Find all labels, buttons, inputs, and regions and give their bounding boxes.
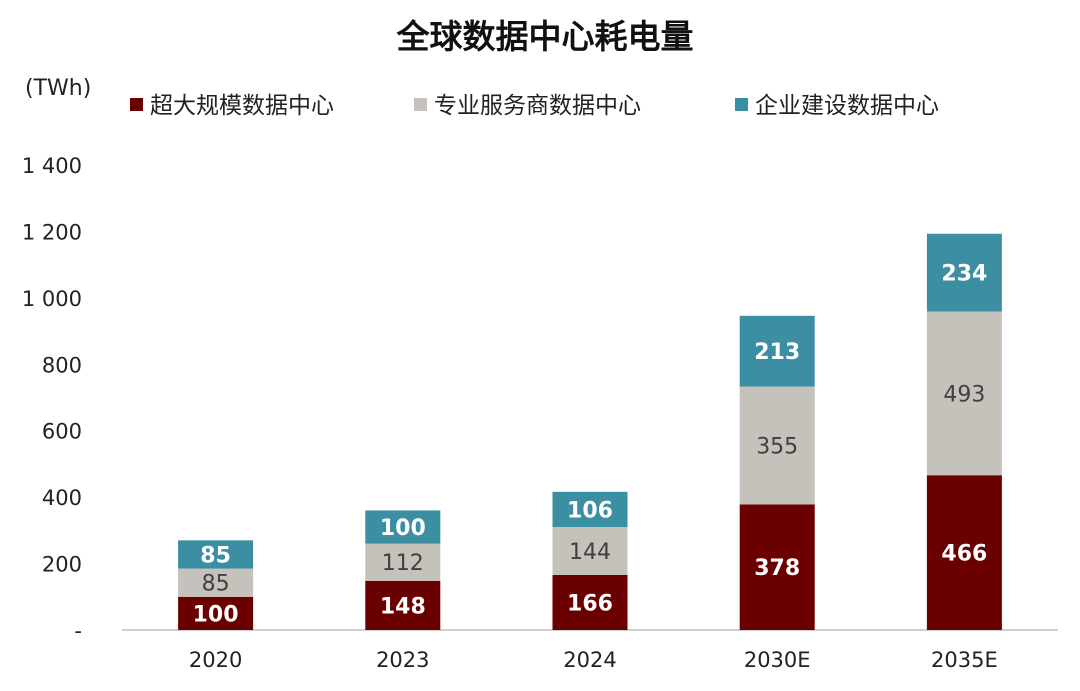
bar-segment-2030e [739,504,815,630]
legend: 超大规模数据中心 专业服务商数据中心 企业建设数据中心 [130,93,939,119]
data-label: 85 [200,543,231,568]
legend-label: 专业服务商数据中心 [434,93,641,119]
x-tick-label: 2024 [563,648,616,672]
y-tick-label: 800 [42,353,82,377]
bar-segment-2020 [178,596,254,630]
y-axis-unit-label: (TWh) [25,76,91,101]
bar-segment-2035e [926,475,1002,630]
y-axis: - 200 400 600 800 1 000 1 200 1 400 [22,154,82,643]
legend-swatch [735,98,748,111]
x-axis: 2020 2023 2024 2030E 2035E [122,629,1058,672]
bars: 100 85 85 148 112 100 166 144 106 378 355 213 466 493… [178,233,1002,630]
chart-title: 全球数据中心耗电量 [396,17,694,56]
bar-segment-2023 [365,543,441,581]
data-label: 100 [193,602,239,627]
x-tick-label: 2023 [376,648,429,672]
y-tick-label: 1 000 [22,287,82,311]
legend-swatch [414,98,427,111]
data-label: 85 [202,572,230,597]
data-label: 106 [567,498,613,523]
y-tick-label: 1 200 [22,220,82,244]
y-tick-label: 400 [42,486,82,510]
data-label: 213 [754,340,800,365]
data-label: 166 [567,591,613,616]
bar-segment-2024 [552,527,628,575]
y-tick-label: 1 400 [22,154,82,178]
x-tick-label: 2020 [189,648,242,672]
x-tick-label: 2035E [931,648,998,672]
legend-label: 企业建设数据中心 [755,93,939,119]
data-label: 355 [756,434,798,459]
bar-segment-2035e [926,233,1002,312]
data-label: 112 [382,551,424,576]
legend-swatch [130,98,143,111]
bar-segment-2023 [365,510,441,544]
bar-segment-2024 [552,491,628,528]
x-tick-label: 2030E [744,648,811,672]
bar-segment-2020 [178,540,254,569]
bar-segment-2020 [178,568,254,597]
y-tick-label: 200 [42,553,82,577]
y-tick-label: 600 [42,420,82,444]
bar-segment-2030e [739,315,815,387]
bar-segment-2023 [365,580,441,630]
bar-segment-2030e [739,386,815,505]
data-label: 234 [941,262,987,287]
data-label: 493 [943,382,985,407]
y-tick-label: - [74,619,82,643]
data-label: 378 [754,556,800,581]
data-label: 144 [569,540,611,565]
data-label: 100 [380,516,426,541]
bar-segment-2024 [552,574,628,630]
legend-label: 超大规模数据中心 [150,93,334,119]
bar-segment-2035e [926,311,1002,476]
data-label: 148 [380,594,426,619]
data-label: 466 [941,542,987,567]
